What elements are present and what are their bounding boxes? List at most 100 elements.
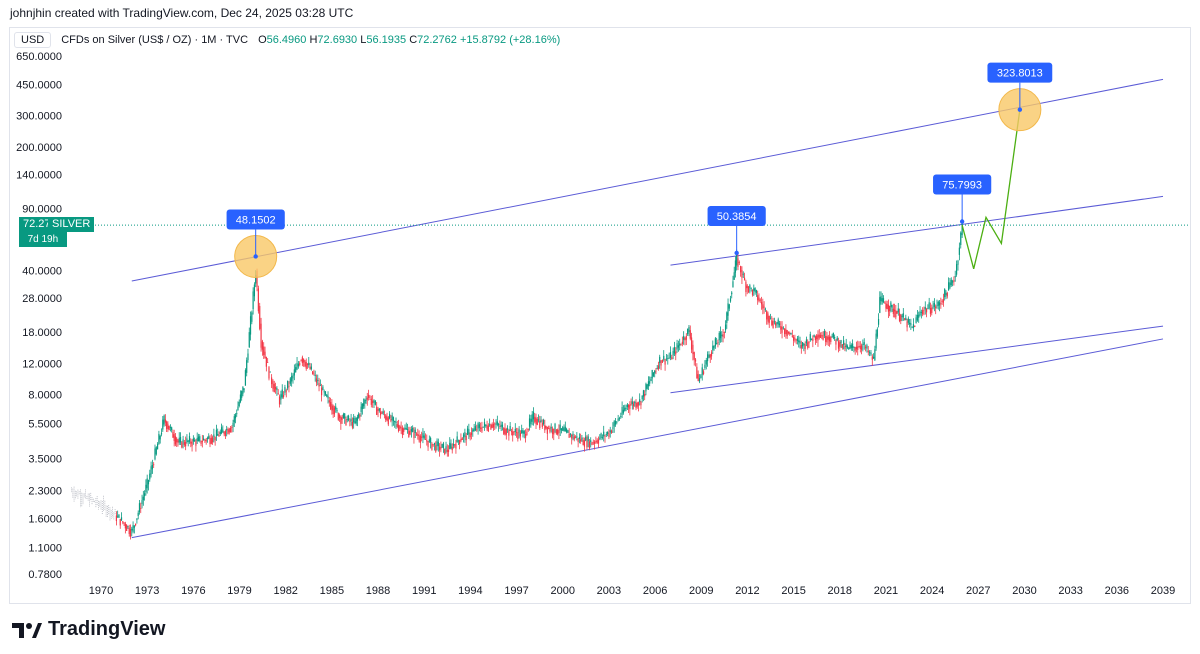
candle-body — [798, 340, 800, 343]
currency-button[interactable]: USD — [14, 32, 52, 48]
candle-body — [188, 436, 191, 442]
candle-body — [568, 433, 570, 438]
candle-body — [399, 425, 401, 429]
candle-body — [759, 299, 761, 301]
candle-body — [690, 337, 693, 350]
candle-body — [120, 517, 123, 521]
candle-body — [697, 374, 699, 382]
open-label: O — [258, 34, 267, 46]
candle-body — [261, 341, 263, 350]
candle-body — [886, 303, 888, 310]
candle-body — [423, 435, 425, 439]
candle-body — [907, 318, 909, 323]
candle-body — [903, 318, 906, 320]
candle-body — [746, 285, 748, 289]
candle-body — [518, 429, 520, 433]
candle-body — [204, 439, 206, 441]
candle-body — [218, 434, 220, 437]
candle-body — [935, 306, 937, 309]
candle-body — [585, 436, 587, 441]
candle-body — [771, 320, 773, 325]
candle-body — [243, 388, 245, 390]
y-tick-label: 90.0000 — [22, 203, 62, 215]
candle-body — [948, 282, 950, 291]
candle-body — [137, 512, 139, 516]
y-tick-label: 1.1000 — [28, 543, 62, 555]
candle-body — [249, 316, 252, 335]
candle-body — [738, 262, 740, 264]
candle-body — [350, 418, 352, 422]
candle-body — [333, 407, 336, 415]
candle-body — [622, 409, 625, 413]
candle-body — [417, 434, 419, 436]
candle-body — [853, 347, 855, 348]
candle-body — [617, 418, 619, 421]
candle-body — [119, 518, 121, 526]
candle-body — [945, 292, 947, 295]
candle-body — [876, 329, 878, 337]
candle-body — [427, 440, 429, 448]
candle-body — [721, 334, 723, 337]
candle-body — [564, 426, 566, 432]
candle-body — [508, 430, 510, 436]
candle-body — [459, 440, 461, 445]
candle-body — [898, 313, 901, 321]
symbol-description[interactable]: CFDs on Silver (US$ / OZ) · 1M · TVC — [61, 34, 249, 46]
candle-body — [305, 362, 307, 369]
candle-body — [835, 339, 837, 345]
candle-body — [863, 342, 865, 345]
candle-body — [887, 304, 890, 312]
candle-body — [841, 344, 843, 348]
candle-body — [179, 437, 182, 443]
candle-body — [470, 432, 473, 435]
candle-body — [376, 406, 378, 415]
y-tick-label: 40.0000 — [22, 266, 62, 278]
candle-body — [115, 515, 117, 521]
candle-body — [477, 423, 479, 429]
candle-body — [264, 351, 266, 359]
candle-body — [826, 336, 828, 343]
candle-body — [430, 437, 432, 443]
candle-body — [545, 425, 547, 429]
candle-body — [694, 359, 697, 362]
candle-body — [378, 408, 380, 411]
candle-body — [823, 331, 825, 336]
candle-body — [441, 443, 443, 448]
candle-body — [133, 525, 135, 528]
candle-body — [414, 429, 416, 434]
candle-body — [206, 437, 209, 440]
candle-body — [871, 356, 873, 360]
candle-body — [256, 270, 258, 288]
candle-body — [260, 323, 262, 348]
candle-body — [481, 427, 483, 432]
candle-body — [522, 430, 524, 434]
candle-body — [535, 417, 537, 424]
candle-body — [534, 416, 536, 422]
candle-body — [800, 344, 802, 349]
candle-body — [550, 426, 552, 429]
y-tick-label: 12.0000 — [22, 358, 62, 370]
candle-body — [186, 438, 188, 442]
x-tick-label: 2015 — [781, 585, 805, 597]
candle-body — [171, 427, 173, 430]
candle-body — [506, 428, 509, 430]
candle-body — [144, 493, 146, 497]
candle-body — [782, 327, 784, 329]
candle-body — [383, 414, 386, 416]
candle-body — [304, 360, 306, 367]
candle-body — [370, 398, 372, 405]
candle-body — [740, 266, 742, 273]
x-tick-label: 2012 — [735, 585, 759, 597]
candle-body — [445, 446, 447, 450]
candle-body — [267, 362, 269, 363]
candle-body — [728, 304, 730, 309]
candle-body — [910, 323, 912, 326]
candle-body — [450, 443, 452, 448]
candle-body — [297, 363, 299, 367]
candle-body — [292, 374, 294, 379]
tradingview-logo[interactable]: TradingView — [12, 618, 165, 641]
candle-body — [514, 428, 516, 432]
candle-body — [232, 422, 234, 427]
candle-body — [804, 344, 806, 349]
